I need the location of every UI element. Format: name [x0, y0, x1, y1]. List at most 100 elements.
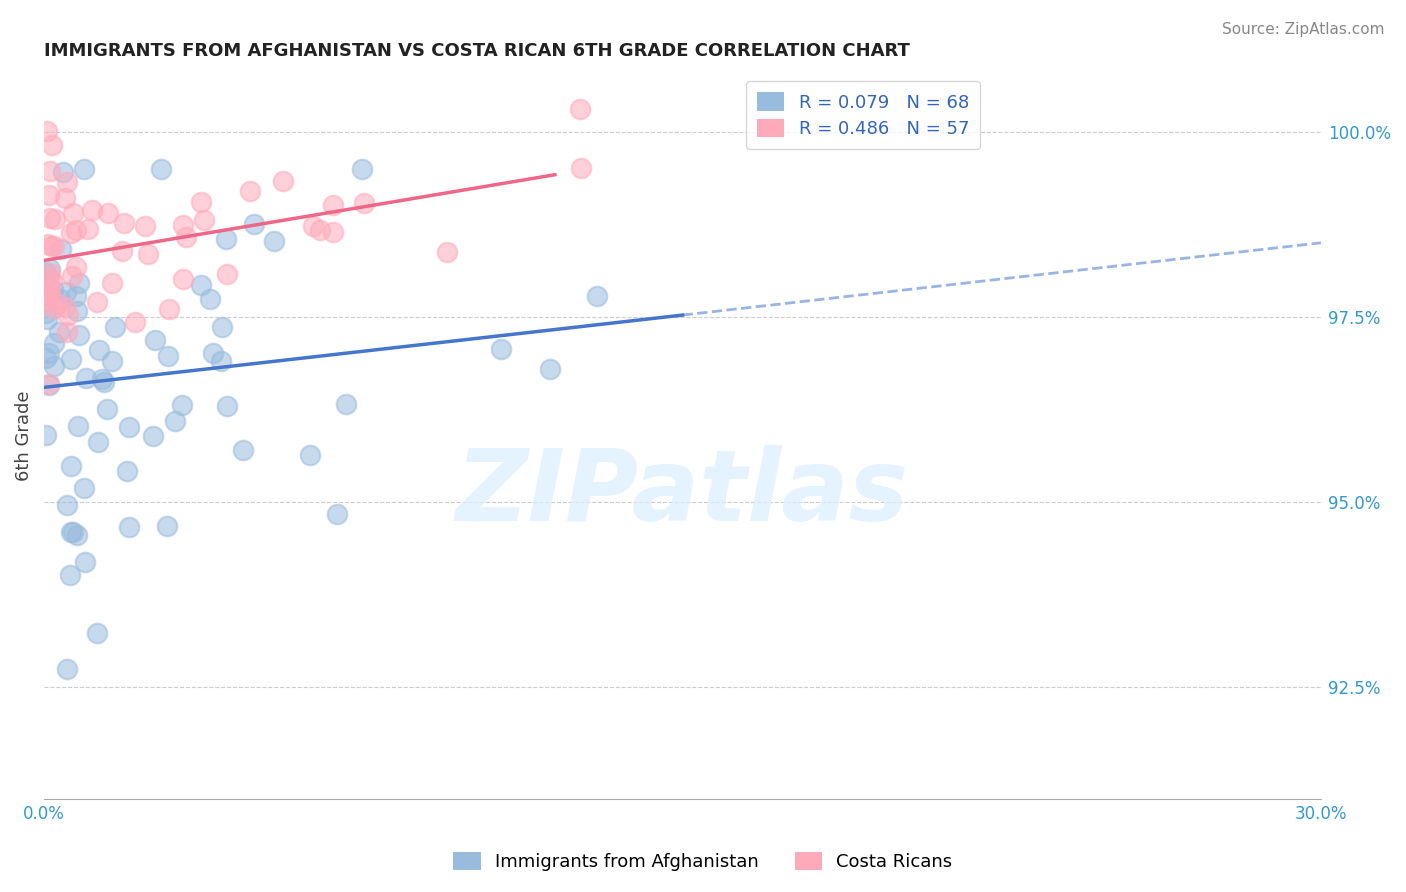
Point — [124, 315, 146, 329]
Point — [150, 161, 173, 176]
Point — [353, 195, 375, 210]
Point — [143, 333, 166, 347]
Point — [214, 232, 236, 246]
Point — [38, 187, 60, 202]
Point — [38, 211, 60, 226]
Point — [163, 414, 186, 428]
Point — [60, 524, 83, 539]
Point — [38, 377, 60, 392]
Text: Source: ZipAtlas.com: Source: ZipAtlas.com — [1222, 22, 1385, 37]
Point — [37, 236, 59, 251]
Point — [243, 218, 266, 232]
Point — [302, 219, 325, 233]
Point — [322, 198, 344, 212]
Point — [56, 175, 79, 189]
Point — [73, 161, 96, 176]
Point — [56, 308, 79, 322]
Point — [156, 518, 179, 533]
Point — [136, 247, 159, 261]
Point — [44, 212, 66, 227]
Point — [215, 267, 238, 281]
Point — [75, 555, 97, 569]
Point — [89, 343, 111, 357]
Point — [118, 519, 141, 533]
Point — [489, 342, 512, 356]
Point — [35, 306, 58, 320]
Point — [174, 230, 197, 244]
Point — [44, 335, 66, 350]
Point — [299, 448, 322, 462]
Point — [193, 213, 215, 227]
Point — [322, 225, 344, 239]
Point — [39, 164, 62, 178]
Point — [35, 351, 58, 365]
Point — [52, 165, 75, 179]
Point — [38, 271, 60, 285]
Point — [59, 567, 82, 582]
Point — [172, 272, 194, 286]
Point — [44, 239, 66, 253]
Point — [60, 269, 83, 284]
Point — [39, 266, 62, 280]
Point — [309, 223, 332, 237]
Point — [35, 312, 58, 326]
Point — [56, 325, 79, 339]
Point — [111, 244, 134, 259]
Point — [96, 401, 118, 416]
Point — [62, 206, 84, 220]
Point — [35, 124, 58, 138]
Point — [201, 345, 224, 359]
Point — [232, 442, 254, 457]
Point — [134, 219, 156, 233]
Point — [86, 435, 108, 450]
Point — [190, 277, 212, 292]
Point — [65, 260, 87, 274]
Point — [586, 289, 609, 303]
Point — [76, 222, 98, 236]
Point — [101, 354, 124, 368]
Point — [326, 507, 349, 521]
Point — [39, 239, 62, 253]
Point — [73, 481, 96, 495]
Text: ZIPatlas: ZIPatlas — [456, 445, 910, 542]
Point — [90, 371, 112, 385]
Point — [93, 375, 115, 389]
Point — [101, 277, 124, 291]
Point — [211, 320, 233, 334]
Point — [112, 216, 135, 230]
Point — [66, 528, 89, 542]
Legend: Immigrants from Afghanistan, Costa Ricans: Immigrants from Afghanistan, Costa Rican… — [446, 845, 960, 879]
Point — [538, 361, 561, 376]
Point — [76, 371, 98, 385]
Point — [198, 292, 221, 306]
Text: IMMIGRANTS FROM AFGHANISTAN VS COSTA RICAN 6TH GRADE CORRELATION CHART: IMMIGRANTS FROM AFGHANISTAN VS COSTA RIC… — [44, 42, 910, 60]
Point — [118, 420, 141, 434]
Point — [38, 289, 60, 303]
Point — [35, 295, 58, 310]
Point — [66, 419, 89, 434]
Point — [209, 354, 232, 368]
Point — [97, 206, 120, 220]
Point — [60, 459, 83, 474]
Point — [41, 274, 63, 288]
Point — [335, 397, 357, 411]
Point — [436, 244, 458, 259]
Point — [35, 281, 58, 295]
Point — [55, 285, 77, 300]
Point — [62, 525, 84, 540]
Point — [104, 319, 127, 334]
Point — [350, 161, 373, 176]
Point — [156, 349, 179, 363]
Point — [42, 284, 65, 298]
Point — [86, 295, 108, 310]
Point — [115, 464, 138, 478]
Point — [53, 300, 76, 314]
Point — [41, 137, 63, 152]
Point — [48, 325, 70, 339]
Point — [80, 203, 103, 218]
Point — [190, 195, 212, 210]
Y-axis label: 6th Grade: 6th Grade — [15, 390, 32, 481]
Point — [67, 327, 90, 342]
Point — [46, 297, 69, 311]
Point — [49, 292, 72, 306]
